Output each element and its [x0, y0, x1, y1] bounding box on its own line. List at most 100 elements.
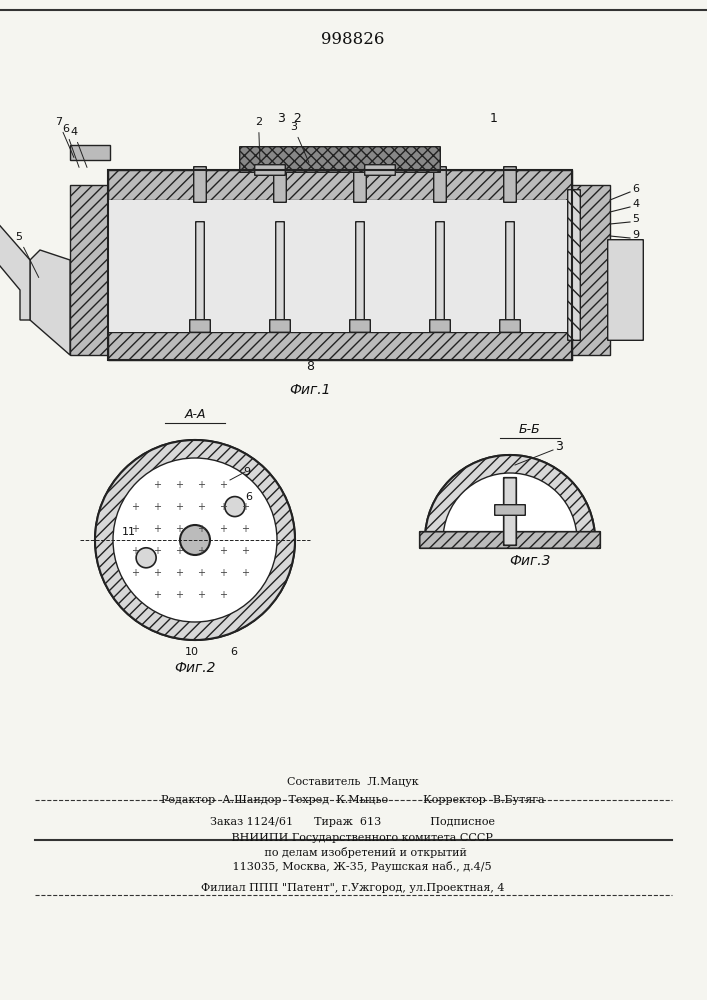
Text: +: + [219, 546, 227, 556]
FancyBboxPatch shape [108, 170, 572, 200]
Text: 9: 9 [243, 467, 250, 477]
Text: по делам изобретений и открытий: по делам изобретений и открытий [240, 846, 467, 857]
FancyBboxPatch shape [500, 320, 520, 332]
FancyBboxPatch shape [436, 222, 444, 332]
Text: +: + [131, 568, 139, 578]
FancyBboxPatch shape [433, 167, 446, 202]
FancyBboxPatch shape [608, 240, 643, 340]
Text: +: + [175, 524, 183, 534]
Text: 6: 6 [632, 184, 639, 194]
Circle shape [136, 548, 156, 568]
Text: 10: 10 [185, 647, 199, 657]
Text: +: + [175, 480, 183, 490]
FancyBboxPatch shape [354, 167, 366, 202]
Text: А-А: А-А [185, 408, 206, 421]
Text: 7: 7 [55, 117, 74, 157]
Text: 3  2: 3 2 [278, 112, 302, 125]
FancyBboxPatch shape [255, 165, 286, 175]
FancyBboxPatch shape [503, 167, 516, 202]
Text: 1: 1 [490, 112, 498, 125]
Text: +: + [219, 524, 227, 534]
Text: +: + [175, 546, 183, 556]
Text: +: + [241, 546, 249, 556]
Wedge shape [443, 473, 577, 540]
Circle shape [180, 525, 210, 555]
Text: Фиг.2: Фиг.2 [174, 661, 216, 675]
FancyBboxPatch shape [194, 167, 206, 202]
Text: +: + [131, 502, 139, 512]
Polygon shape [70, 145, 110, 160]
Text: 6: 6 [62, 124, 79, 167]
Text: +: + [197, 502, 205, 512]
Text: 6: 6 [245, 492, 252, 502]
FancyBboxPatch shape [196, 222, 204, 332]
Text: Заказ 1124/61      Тираж  613              Подписное: Заказ 1124/61 Тираж 613 Подписное [211, 817, 496, 827]
Text: +: + [219, 568, 227, 578]
Text: +: + [197, 568, 205, 578]
Polygon shape [0, 220, 30, 320]
Polygon shape [30, 250, 70, 355]
Text: 4: 4 [70, 127, 87, 167]
FancyBboxPatch shape [506, 222, 514, 332]
Text: 11: 11 [122, 527, 136, 537]
Text: 5: 5 [15, 232, 39, 278]
Text: +: + [175, 590, 183, 600]
Text: Б-Б: Б-Б [519, 423, 541, 436]
Text: ВНИИПИ Государственного комитета СССР: ВНИИПИ Государственного комитета СССР [214, 833, 493, 843]
Text: 6: 6 [230, 647, 237, 657]
Text: +: + [153, 524, 161, 534]
Text: 113035, Москва, Ж-35, Раушская наб., д.4/5: 113035, Москва, Ж-35, Раушская наб., д.4… [215, 860, 491, 871]
Text: 4: 4 [632, 199, 639, 209]
Text: 2: 2 [255, 117, 262, 162]
FancyBboxPatch shape [420, 532, 600, 548]
Text: 998826: 998826 [321, 31, 385, 48]
Text: +: + [153, 590, 161, 600]
Text: +: + [153, 568, 161, 578]
Text: Фиг.3: Фиг.3 [509, 554, 551, 568]
Text: +: + [219, 480, 227, 490]
Text: +: + [197, 480, 205, 490]
Text: +: + [153, 546, 161, 556]
Text: 3: 3 [555, 440, 563, 453]
Text: +: + [219, 502, 227, 512]
Text: Филиал ППП "Патент", г.Ужгород, ул.Проектная, 4: Филиал ППП "Патент", г.Ужгород, ул.Проек… [201, 883, 505, 893]
FancyBboxPatch shape [495, 505, 525, 515]
FancyBboxPatch shape [108, 332, 572, 360]
Wedge shape [425, 455, 595, 540]
Text: +: + [131, 524, 139, 534]
Text: +: + [153, 480, 161, 490]
FancyBboxPatch shape [365, 165, 395, 175]
Wedge shape [425, 455, 595, 540]
Text: +: + [197, 546, 205, 556]
Circle shape [225, 497, 245, 517]
FancyBboxPatch shape [350, 320, 370, 332]
Text: +: + [153, 502, 161, 512]
Text: Редактор  А.Шандор  Техред  К.Мыцьо          Корректор  В.Бутяга: Редактор А.Шандор Техред К.Мыцьо Коррект… [161, 795, 545, 805]
Text: Фиг.1: Фиг.1 [289, 383, 331, 397]
FancyBboxPatch shape [568, 190, 580, 340]
FancyBboxPatch shape [240, 147, 440, 172]
FancyBboxPatch shape [274, 167, 286, 202]
Circle shape [113, 458, 277, 622]
Text: 9: 9 [632, 230, 639, 240]
Text: +: + [219, 590, 227, 600]
Circle shape [95, 440, 295, 640]
Text: +: + [241, 502, 249, 512]
Text: +: + [197, 590, 205, 600]
FancyBboxPatch shape [276, 222, 284, 332]
FancyBboxPatch shape [269, 320, 291, 332]
FancyBboxPatch shape [503, 478, 516, 545]
FancyBboxPatch shape [70, 185, 110, 355]
FancyBboxPatch shape [189, 320, 210, 332]
FancyBboxPatch shape [356, 222, 364, 332]
FancyBboxPatch shape [108, 200, 572, 332]
Text: +: + [241, 568, 249, 578]
Text: +: + [197, 524, 205, 534]
Circle shape [95, 440, 295, 640]
Text: +: + [175, 568, 183, 578]
Text: +: + [241, 524, 249, 534]
Text: 8: 8 [306, 360, 314, 373]
Text: +: + [131, 546, 139, 556]
Text: +: + [175, 502, 183, 512]
FancyBboxPatch shape [570, 185, 610, 355]
